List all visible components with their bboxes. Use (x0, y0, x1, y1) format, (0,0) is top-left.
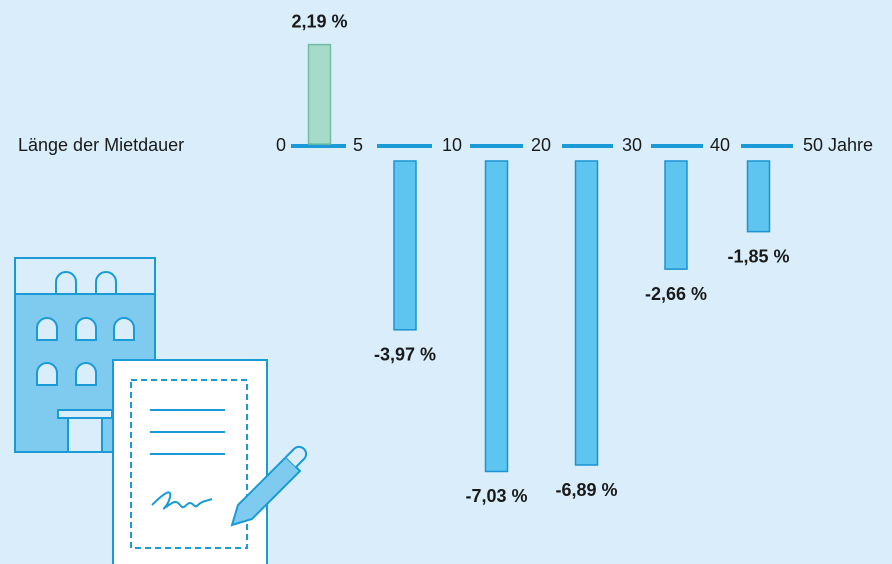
x-tick-label: 10 (442, 135, 462, 155)
value-label: -6,89 % (555, 480, 617, 500)
x-tick-label: 0 (276, 135, 286, 155)
bar (574, 160, 599, 466)
value-label: 2,19 % (291, 11, 347, 31)
x-tick-label: 50 Jahre (803, 135, 873, 155)
x-tick-label: 5 (353, 135, 363, 155)
bar (664, 160, 688, 270)
bar (746, 160, 771, 233)
value-label: -3,97 % (374, 345, 436, 365)
bar (307, 43, 332, 145)
axis-label: Länge der Mietdauer (18, 135, 184, 155)
illustration (14, 257, 308, 564)
x-tick-label: 30 (622, 135, 642, 155)
bar (484, 160, 509, 473)
bar (393, 160, 417, 331)
x-tick-label: 20 (531, 135, 551, 155)
value-label: -7,03 % (465, 486, 527, 506)
value-label: -2,66 % (645, 284, 707, 304)
value-label: -1,85 % (727, 246, 789, 266)
x-tick-label: 40 (710, 135, 730, 155)
